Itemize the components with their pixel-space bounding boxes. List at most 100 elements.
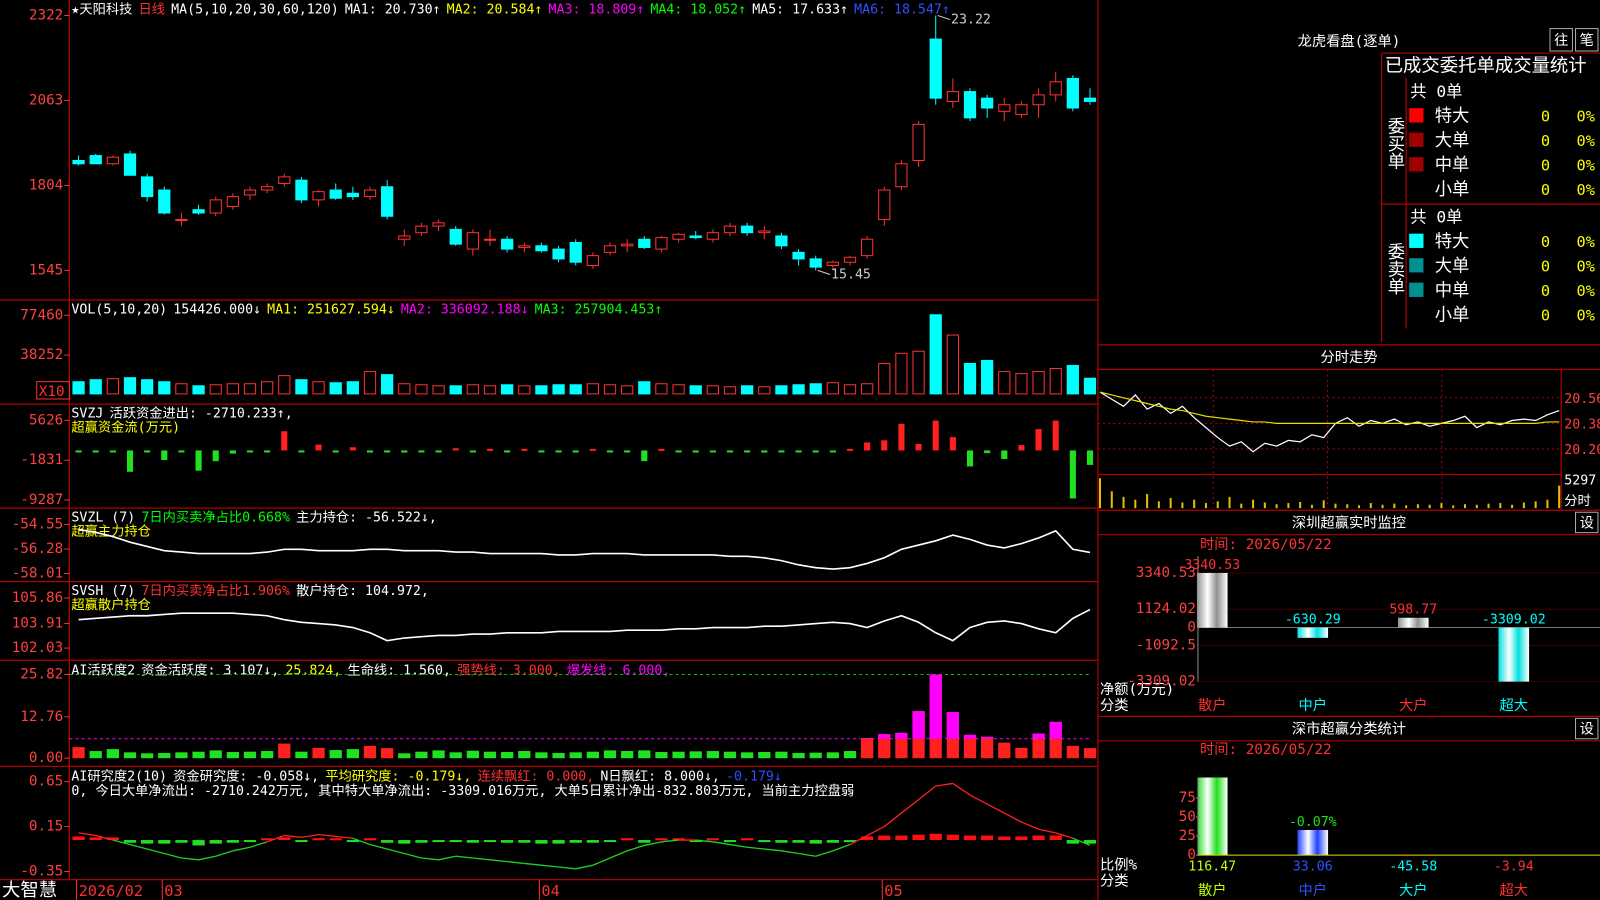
button-frame[interactable] xyxy=(1575,511,1599,534)
volume-bar xyxy=(158,381,171,395)
research-bar xyxy=(501,840,514,843)
volume-bar xyxy=(141,379,154,395)
activity-bar xyxy=(209,750,222,759)
research-line xyxy=(215,850,234,857)
research-line xyxy=(352,837,371,846)
button[interactable]: 笔 xyxy=(1580,32,1594,49)
volume-bar xyxy=(861,383,874,395)
button-frame[interactable] xyxy=(1549,28,1573,52)
research-line xyxy=(438,855,456,861)
header-item: MA6: 18.547↑ xyxy=(854,2,950,17)
research-line xyxy=(198,855,216,861)
candle-body xyxy=(1066,77,1079,109)
button-frame[interactable] xyxy=(1575,717,1599,740)
flow-bar xyxy=(675,450,682,453)
flow-bar xyxy=(435,450,442,453)
legend-swatch xyxy=(1409,157,1424,172)
activity-bar xyxy=(981,736,994,759)
research-bar xyxy=(1032,835,1045,841)
y-tick-label: 1804 xyxy=(29,177,63,193)
candle-body xyxy=(106,156,119,165)
volume-bar xyxy=(89,379,102,395)
research-line xyxy=(335,835,353,839)
candle-body xyxy=(278,176,291,184)
research-bar xyxy=(689,840,702,843)
legend-swatch xyxy=(1409,108,1424,123)
flow-bar xyxy=(538,450,545,453)
flow-bar xyxy=(864,442,871,451)
candle-body xyxy=(1032,94,1045,106)
activity-bar-burst xyxy=(912,711,925,739)
volume-bar xyxy=(261,381,274,395)
button[interactable]: 设 xyxy=(1580,721,1594,738)
candle-body xyxy=(775,235,788,247)
activity-bar xyxy=(603,750,617,759)
research-line xyxy=(626,844,645,852)
research-line xyxy=(301,833,319,838)
category-label: 大户 xyxy=(1399,697,1428,714)
flow-bar xyxy=(984,450,991,454)
fenshi-title: 分时走势 xyxy=(1320,349,1377,366)
panel-header: AI研究度2(10) 资金研究度: -0.058↓, 平均研究度: -0.179↓,… xyxy=(71,769,781,785)
activity-bar xyxy=(809,752,822,759)
month-label: 04 xyxy=(541,882,559,900)
volume-bar xyxy=(1015,373,1028,395)
activity-bar xyxy=(843,751,857,759)
volume-bar xyxy=(329,382,342,395)
research-line xyxy=(129,843,148,850)
activity-bar-burst xyxy=(981,736,994,739)
header-item: 平均研究度: -0.179↓, xyxy=(325,769,471,785)
research-bar xyxy=(929,833,942,841)
flow-bar xyxy=(898,423,905,451)
flow-bar xyxy=(75,450,82,453)
research-line xyxy=(455,855,473,859)
volume-bar xyxy=(741,385,754,395)
flow-bar xyxy=(966,450,974,467)
button-frame[interactable] xyxy=(1575,28,1599,52)
research-bar xyxy=(861,836,874,841)
activity-bar xyxy=(895,732,908,759)
research-line xyxy=(935,782,953,787)
net-bar xyxy=(1196,572,1228,628)
row-count: 0 xyxy=(1541,306,1550,324)
header-item: 主力持仓: -56.522↓, xyxy=(296,509,437,525)
activity-bar xyxy=(363,745,377,759)
research-line xyxy=(489,859,508,863)
row-pct: 0% xyxy=(1577,156,1595,174)
research-bar xyxy=(398,840,411,844)
volume-bar xyxy=(432,385,445,395)
research-line xyxy=(284,834,302,839)
button[interactable]: 设 xyxy=(1580,515,1594,532)
volume-bar xyxy=(998,371,1011,395)
y-tick-label: -0.35 xyxy=(20,864,63,880)
candle-body xyxy=(432,222,445,227)
research-line xyxy=(729,843,748,848)
candle-body xyxy=(723,225,737,234)
row-pct: 0% xyxy=(1577,306,1595,324)
research-line xyxy=(507,860,525,865)
candle-body xyxy=(329,189,342,199)
research-line xyxy=(849,834,868,846)
volume-bar xyxy=(175,383,188,395)
button[interactable]: 往 xyxy=(1554,32,1568,49)
research-bar xyxy=(1083,840,1097,844)
annotation-line xyxy=(817,269,831,275)
header-item: 资金活跃度: 3.107↓, xyxy=(141,662,279,678)
volume-bar xyxy=(415,384,428,395)
legend-swatch xyxy=(1409,233,1424,248)
activity-bar xyxy=(312,747,325,759)
research-bar xyxy=(672,838,685,841)
flow-bar xyxy=(949,437,956,451)
volume-bar xyxy=(346,381,359,395)
row-pct: 0% xyxy=(1577,107,1595,125)
header-item: 超赢散户持仓 xyxy=(71,596,151,613)
header-item: 资金研究度: -0.058↓, xyxy=(173,769,319,785)
flow-bar xyxy=(606,450,614,453)
research-bar xyxy=(363,838,377,841)
flow-bar xyxy=(1052,420,1059,451)
header-item: 7日内买卖净占比1.906% xyxy=(141,583,290,599)
activity-bar xyxy=(261,751,274,759)
research-bar xyxy=(312,838,325,841)
candle-body xyxy=(603,245,617,253)
